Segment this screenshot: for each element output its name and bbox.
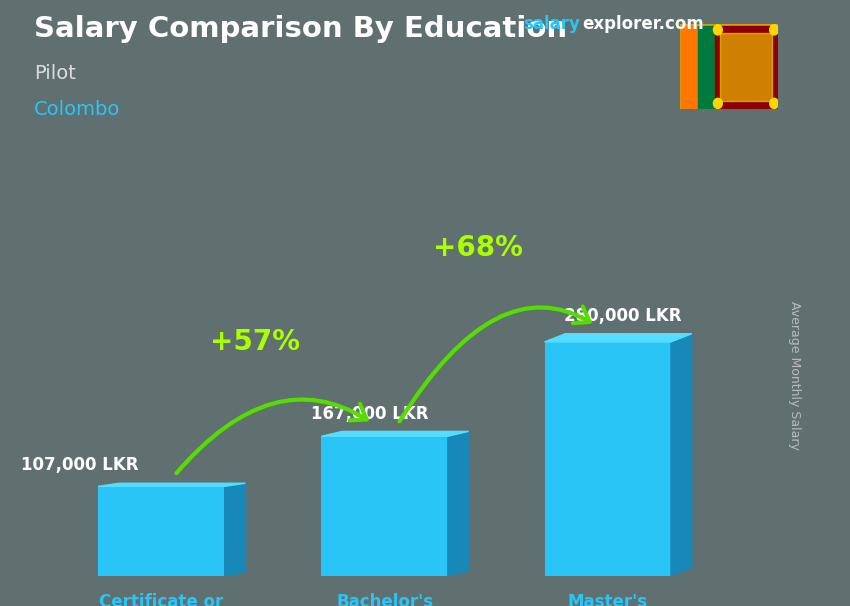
- Text: 280,000 LKR: 280,000 LKR: [564, 307, 682, 325]
- Text: 167,000 LKR: 167,000 LKR: [311, 405, 428, 422]
- Polygon shape: [448, 431, 468, 576]
- Bar: [545, 342, 671, 576]
- Circle shape: [713, 98, 722, 108]
- Text: Average Monthly Salary: Average Monthly Salary: [788, 301, 802, 450]
- Text: +57%: +57%: [210, 328, 300, 356]
- Text: explorer.com: explorer.com: [582, 15, 704, 33]
- Polygon shape: [545, 334, 692, 342]
- Text: Salary Comparison By Education: Salary Comparison By Education: [34, 15, 567, 43]
- Circle shape: [713, 25, 722, 35]
- Text: Master's
Degree: Master's Degree: [568, 593, 648, 606]
- Bar: [99, 487, 224, 576]
- Text: 107,000 LKR: 107,000 LKR: [21, 456, 139, 474]
- Bar: [681, 25, 697, 108]
- Bar: [699, 25, 714, 108]
- FancyArrowPatch shape: [177, 399, 366, 473]
- Text: Certificate or
Diploma: Certificate or Diploma: [99, 593, 224, 606]
- Text: +68%: +68%: [434, 234, 524, 262]
- Text: Bachelor's
Degree: Bachelor's Degree: [336, 593, 434, 606]
- Polygon shape: [671, 334, 692, 576]
- Bar: [716, 25, 777, 108]
- Polygon shape: [224, 483, 246, 576]
- FancyArrowPatch shape: [400, 307, 590, 421]
- Text: salary: salary: [523, 15, 580, 33]
- Polygon shape: [321, 431, 468, 436]
- Polygon shape: [99, 483, 246, 487]
- Text: Pilot: Pilot: [34, 64, 76, 82]
- Circle shape: [770, 98, 779, 108]
- Circle shape: [770, 25, 779, 35]
- Bar: [321, 436, 448, 576]
- Text: Colombo: Colombo: [34, 100, 121, 119]
- Bar: [720, 33, 772, 101]
